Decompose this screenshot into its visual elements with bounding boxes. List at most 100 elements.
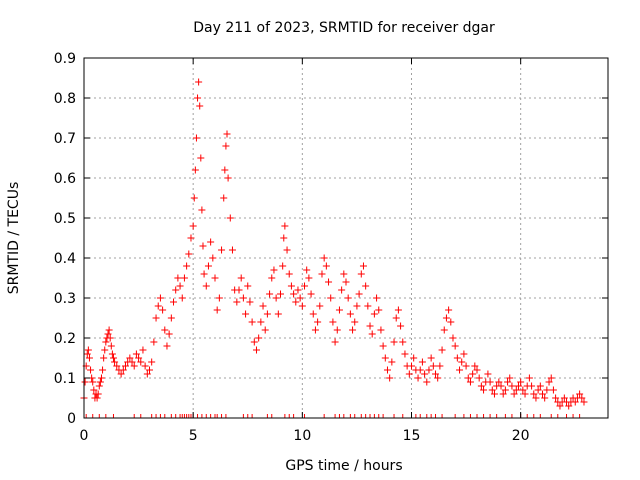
data-point: [453, 354, 461, 362]
data-point: [195, 78, 203, 86]
data-point: [233, 298, 241, 306]
data-point: [213, 306, 221, 314]
data-point: [506, 374, 514, 382]
data-point: [207, 238, 215, 246]
data-point: [375, 306, 383, 314]
data-point: [261, 326, 269, 334]
data-point: [442, 314, 450, 322]
data-point: [528, 382, 536, 390]
data-point: [517, 378, 525, 386]
data-point: [135, 354, 143, 362]
data-point: [180, 274, 188, 282]
y-tick-label: 0.5: [54, 211, 76, 227]
data-point: [427, 354, 435, 362]
data-point: [464, 374, 472, 382]
data-point: [121, 362, 129, 370]
data-point: [388, 358, 396, 366]
data-point: [309, 310, 317, 318]
data-point: [178, 294, 186, 302]
data-point: [394, 306, 402, 314]
data-point: [351, 318, 359, 326]
data-point: [303, 266, 311, 274]
data-point: [578, 394, 586, 402]
data-point: [89, 378, 97, 386]
data-point: [399, 338, 407, 346]
data-point: [381, 354, 389, 362]
data-point: [501, 386, 509, 394]
data-point: [137, 358, 145, 366]
data-point: [237, 274, 245, 282]
data-point: [473, 366, 481, 374]
data-point: [277, 290, 284, 298]
data-point: [270, 266, 278, 274]
data-point: [495, 378, 503, 386]
data-points: [80, 78, 588, 410]
data-point: [228, 246, 236, 254]
data-point: [456, 366, 464, 374]
data-point: [519, 386, 527, 394]
y-tick-label: 0.3: [54, 291, 76, 307]
data-point: [458, 358, 466, 366]
data-point: [279, 262, 287, 270]
data-point: [534, 386, 542, 394]
data-point: [280, 234, 288, 242]
data-point: [449, 334, 457, 342]
x-axis-label: GPS time / hours: [285, 458, 402, 474]
data-point: [176, 282, 184, 290]
data-point: [512, 386, 520, 394]
data-point: [438, 346, 446, 354]
data-point: [480, 386, 488, 394]
chart-title: Day 211 of 2023, SRMTID for receiver dga…: [193, 20, 495, 36]
data-point: [146, 366, 153, 374]
data-point: [263, 310, 271, 318]
data-point: [320, 254, 328, 262]
data-point: [490, 390, 498, 398]
data-point: [359, 262, 367, 270]
data-point: [471, 362, 479, 370]
data-point: [119, 366, 127, 374]
data-point: [508, 382, 516, 390]
data-point: [87, 366, 95, 374]
data-point: [355, 290, 363, 298]
data-point: [370, 310, 378, 318]
data-point: [90, 386, 98, 394]
data-point: [301, 282, 309, 290]
data-point: [543, 386, 551, 394]
data-point: [580, 398, 588, 406]
data-point: [199, 242, 207, 250]
data-point: [189, 222, 197, 230]
data-point: [342, 278, 350, 286]
data-point: [165, 330, 173, 338]
x-tick-label: 15: [403, 428, 421, 444]
data-point: [187, 234, 195, 242]
data-point: [373, 294, 381, 302]
data-point: [477, 382, 485, 390]
data-point: [357, 270, 365, 278]
data-point: [204, 262, 212, 270]
data-point: [316, 302, 324, 310]
data-point: [532, 394, 540, 402]
y-tick-label: 0.7: [54, 131, 76, 147]
data-point: [510, 390, 518, 398]
data-point: [100, 354, 108, 362]
data-point: [250, 338, 258, 346]
data-point: [547, 374, 555, 382]
data-point: [423, 378, 431, 386]
data-point: [108, 350, 116, 358]
axis-ticks: [83, 57, 608, 419]
data-point: [307, 290, 315, 298]
y-tick-label: 0.4: [54, 251, 76, 267]
data-point: [113, 362, 121, 370]
data-point: [130, 362, 138, 370]
data-point: [296, 294, 304, 302]
data-point: [379, 342, 387, 350]
y-tick-label: 0.1: [54, 371, 76, 387]
data-point: [106, 334, 114, 342]
data-point: [242, 310, 250, 318]
data-point: [183, 262, 191, 270]
data-point: [418, 358, 426, 366]
data-point: [194, 94, 202, 102]
data-point: [185, 250, 193, 258]
data-point: [475, 374, 483, 382]
data-point: [451, 342, 459, 350]
